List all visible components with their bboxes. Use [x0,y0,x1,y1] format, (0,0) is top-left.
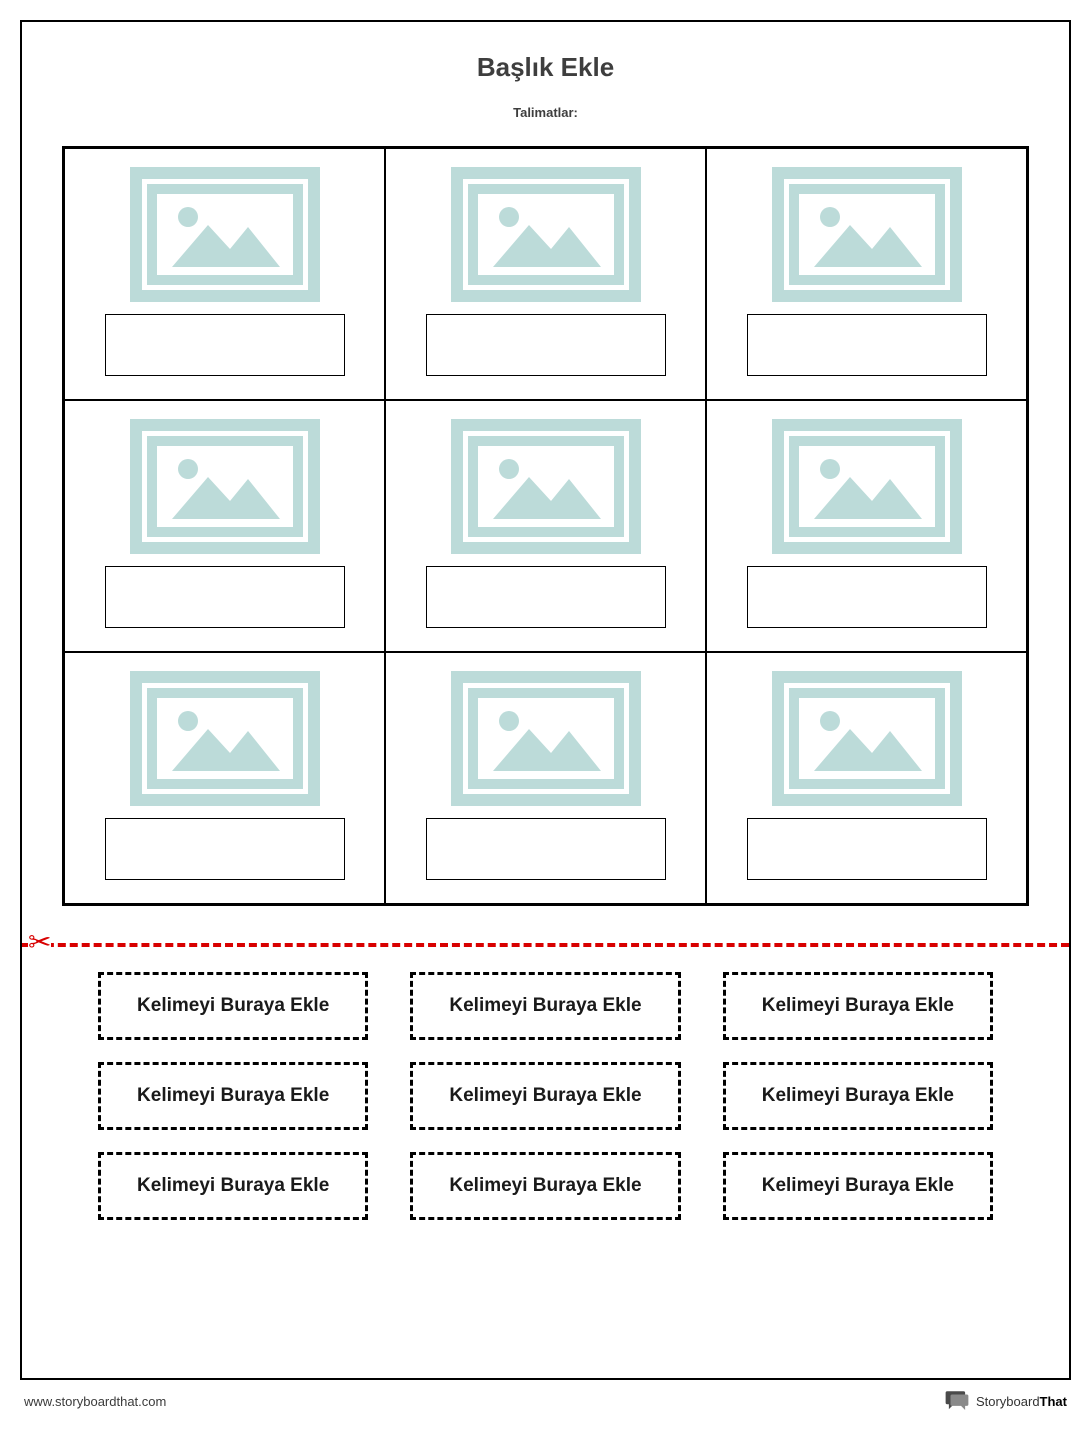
word-cutout[interactable]: Kelimeyi Buraya Ekle [410,972,680,1040]
image-placeholder-icon [451,419,641,554]
grid-cell [706,400,1027,652]
instructions-label: Talimatlar: [62,105,1029,120]
word-cutout[interactable]: Kelimeyi Buraya Ekle [410,1152,680,1220]
word-cutout[interactable]: Kelimeyi Buraya Ekle [410,1062,680,1130]
image-placeholder-icon [772,419,962,554]
caption-input-box[interactable] [747,566,987,628]
image-placeholder-icon [130,419,320,554]
word-cutout[interactable]: Kelimeyi Buraya Ekle [98,972,368,1040]
word-cutout[interactable]: Kelimeyi Buraya Ekle [723,972,993,1040]
word-cutout[interactable]: Kelimeyi Buraya Ekle [98,1062,368,1130]
worksheet-page: Başlık Ekle Talimatlar: [20,20,1071,1380]
grid-cell [385,400,706,652]
grid-cell [385,652,706,904]
cut-dashed-line [22,943,1069,947]
word-cutout[interactable]: Kelimeyi Buraya Ekle [723,1152,993,1220]
page-footer: www.storyboardthat.com StoryboardThat [24,1386,1067,1416]
caption-input-box[interactable] [105,818,345,880]
grid-cell [64,148,385,400]
image-placeholder-icon [451,671,641,806]
caption-input-box[interactable] [426,818,666,880]
image-placeholder-icon [130,671,320,806]
scissors-icon: ✂ [28,928,51,956]
image-placeholder-icon [451,167,641,302]
grid-cell [64,652,385,904]
caption-input-box[interactable] [747,314,987,376]
caption-input-box[interactable] [747,818,987,880]
image-grid [62,146,1029,906]
caption-input-box[interactable] [426,314,666,376]
grid-cell [64,400,385,652]
grid-cell [706,652,1027,904]
cut-line: ✂ [22,926,1069,960]
grid-cell [706,148,1027,400]
caption-input-box[interactable] [426,566,666,628]
brand-suffix: That [1040,1394,1067,1409]
brand-logo: StoryboardThat [944,1388,1067,1414]
word-cutout[interactable]: Kelimeyi Buraya Ekle [98,1152,368,1220]
image-placeholder-icon [772,167,962,302]
image-placeholder-icon [130,167,320,302]
image-placeholder-icon [772,671,962,806]
grid-cell [385,148,706,400]
caption-input-box[interactable] [105,566,345,628]
speech-bubble-icon [944,1388,970,1414]
footer-url: www.storyboardthat.com [24,1394,166,1409]
word-cutout-grid: Kelimeyi Buraya Ekle Kelimeyi Buraya Ekl… [62,972,1029,1220]
brand-prefix: Storyboard [976,1394,1040,1409]
caption-input-box[interactable] [105,314,345,376]
word-cutout[interactable]: Kelimeyi Buraya Ekle [723,1062,993,1130]
page-title: Başlık Ekle [62,52,1029,83]
